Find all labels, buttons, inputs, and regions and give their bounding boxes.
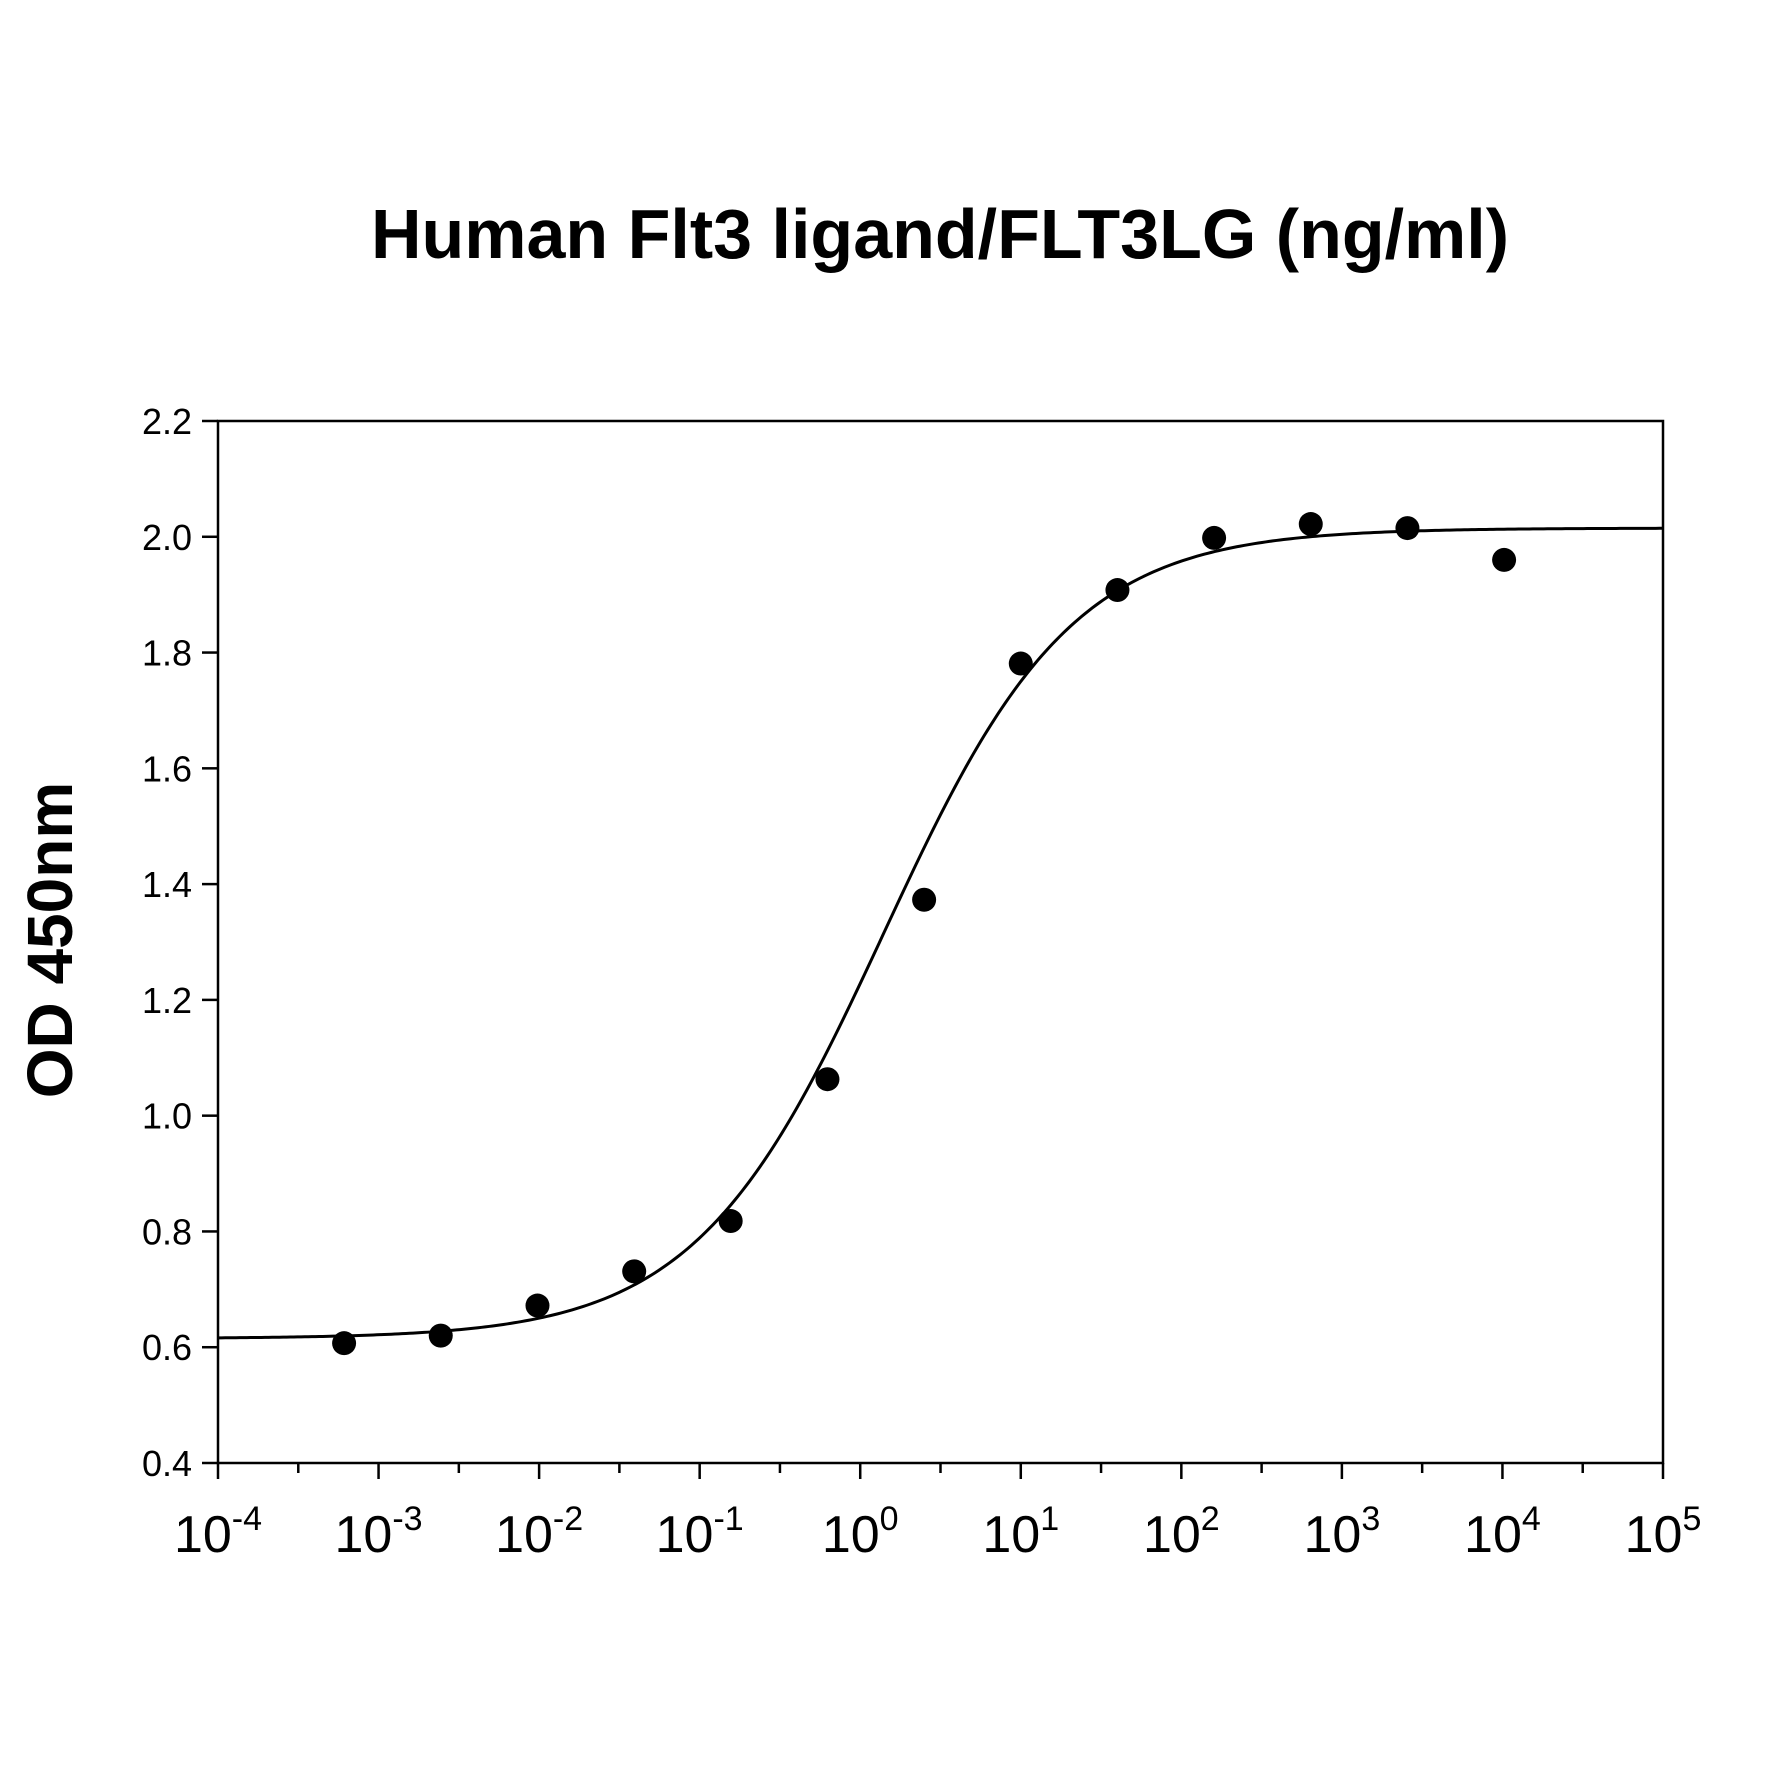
y-tick-label: 0.4 (142, 1443, 192, 1484)
x-tick-label: 104 (1464, 1500, 1541, 1564)
fit-curve (217, 526, 1664, 1340)
data-point (718, 1209, 743, 1234)
data-point (1008, 651, 1033, 676)
x-tick-label: 103 (1304, 1500, 1381, 1564)
x-tick-exponent: -3 (392, 1500, 422, 1538)
y-ticks: 0.4 0.6 0.8 1.0 1.2 1.4 1.6 1.8 2.0 2.2 (142, 401, 218, 1484)
x-tick-label: 102 (1143, 1500, 1220, 1564)
x-tick-base: 10 (495, 1506, 553, 1564)
y-tick-label: 2.2 (142, 401, 192, 442)
x-tick-exponent: 3 (1361, 1500, 1380, 1538)
y-tick-label: 1.8 (142, 633, 192, 674)
x-tick-label: 10-2 (495, 1500, 583, 1564)
x-tick-base: 10 (1625, 1506, 1683, 1564)
x-tick-exponent: 1 (1040, 1500, 1059, 1538)
plot-area-frame (216, 419, 1665, 1465)
data-points (332, 512, 1517, 1356)
y-tick-label: 1.2 (142, 980, 192, 1021)
x-tick-label: 105 (1625, 1500, 1702, 1564)
x-tick-base: 10 (1304, 1506, 1362, 1564)
x-tick-base: 10 (822, 1506, 880, 1564)
y-tick-label: 1.6 (142, 748, 192, 789)
data-point (622, 1259, 647, 1284)
y-axis-label: OD 450nm (14, 782, 86, 1099)
data-point (1202, 525, 1227, 550)
y-tick-label: 0.6 (142, 1327, 192, 1368)
x-tick-label: 101 (982, 1500, 1059, 1564)
y-tick-label: 1.0 (142, 1096, 192, 1137)
x-tick-exponent: -4 (232, 1500, 262, 1538)
x-tick-exponent: -2 (553, 1500, 583, 1538)
data-point (1105, 578, 1130, 603)
x-tick-base: 10 (982, 1506, 1040, 1564)
x-ticks: 10-4 10-3 10-2 10-1 100 101 102 103 104 105 (174, 1463, 1701, 1564)
data-point (1395, 516, 1420, 541)
data-point (815, 1067, 840, 1092)
data-point (525, 1293, 550, 1318)
x-tick-base: 10 (1464, 1506, 1522, 1564)
x-tick-base: 10 (174, 1506, 232, 1564)
data-point (1298, 512, 1323, 537)
chart-title: Human Flt3 ligand/FLT3LG (ng/ml) (371, 195, 1509, 273)
data-point (332, 1331, 357, 1356)
x-tick-base: 10 (335, 1506, 393, 1564)
y-tick-label: 1.4 (142, 864, 192, 905)
x-tick-base: 10 (656, 1506, 714, 1564)
x-tick-exponent: 0 (880, 1500, 899, 1538)
x-tick-exponent: -1 (713, 1500, 743, 1538)
y-tick-label: 2.0 (142, 517, 192, 558)
x-tick-label: 10-4 (174, 1500, 262, 1564)
data-point (912, 887, 937, 912)
x-tick-base: 10 (1143, 1506, 1201, 1564)
y-tick-label: 0.8 (142, 1211, 192, 1252)
x-tick-label: 10-1 (656, 1500, 744, 1564)
data-point (1492, 547, 1517, 572)
x-tick-exponent: 4 (1522, 1500, 1541, 1538)
x-tick-label: 10-3 (335, 1500, 423, 1564)
data-point (428, 1323, 453, 1348)
x-tick-exponent: 5 (1682, 1500, 1701, 1538)
x-tick-exponent: 2 (1201, 1500, 1220, 1538)
x-tick-label: 100 (822, 1500, 899, 1564)
